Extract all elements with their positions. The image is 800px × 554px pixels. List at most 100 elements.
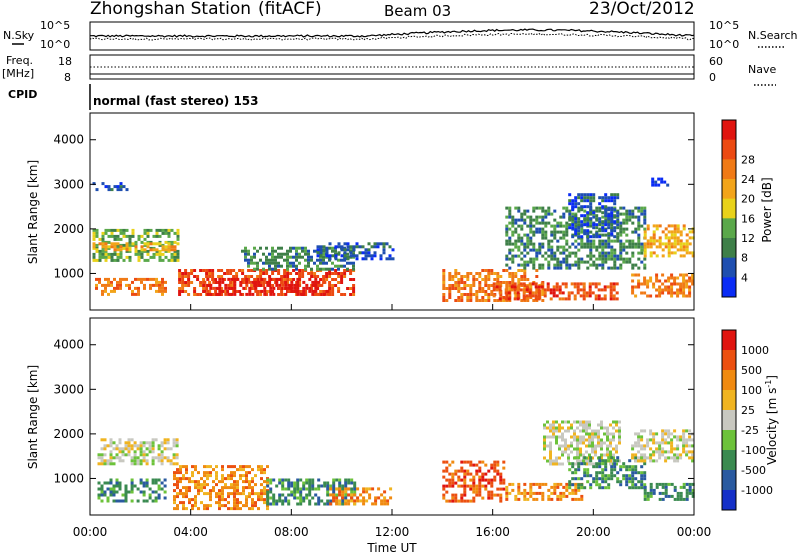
heatmap-cell bbox=[616, 477, 620, 481]
heatmap-cell bbox=[133, 441, 137, 445]
heatmap-cell bbox=[520, 227, 524, 231]
heatmap-cell bbox=[523, 488, 527, 492]
heatmap-cell bbox=[561, 450, 564, 454]
heatmap-cell bbox=[523, 212, 527, 216]
heatmap-cell bbox=[577, 477, 581, 481]
heatmap-cell bbox=[646, 491, 650, 495]
heatmap-cell bbox=[215, 495, 218, 499]
heatmap-cell bbox=[293, 487, 297, 491]
heatmap-cell bbox=[688, 291, 692, 295]
heatmap-cell bbox=[537, 285, 541, 289]
heatmap-cell bbox=[664, 491, 668, 495]
heatmap-cell bbox=[158, 252, 162, 256]
heatmap-cell bbox=[604, 223, 608, 227]
heatmap-cell bbox=[256, 249, 259, 253]
heatmap-cell bbox=[274, 249, 277, 253]
heatmap-cell bbox=[463, 460, 467, 464]
heatmap-cell bbox=[209, 498, 212, 502]
heatmap-cell bbox=[236, 501, 239, 505]
heatmap-cell bbox=[209, 489, 212, 493]
heatmap-cell bbox=[499, 496, 503, 500]
heatmap-cell bbox=[673, 227, 677, 231]
heatmap-cell bbox=[583, 486, 587, 490]
heatmap-cell bbox=[535, 221, 539, 225]
heatmap-cell bbox=[492, 285, 496, 289]
heatmap-cell bbox=[643, 282, 647, 286]
heatmap-cell bbox=[544, 212, 548, 216]
heatmap-cell bbox=[595, 245, 599, 249]
heatmap-cell bbox=[592, 209, 596, 213]
heatmap-cell bbox=[272, 493, 276, 497]
heatmap-cell bbox=[97, 453, 101, 457]
heatmap-cell bbox=[254, 283, 258, 287]
heatmap-cell bbox=[328, 281, 332, 284]
heatmap-cell bbox=[145, 459, 149, 463]
heatmap-cell bbox=[660, 180, 664, 184]
heatmap-cell bbox=[185, 486, 188, 490]
heatmap-cell bbox=[95, 231, 99, 235]
heatmap-cell bbox=[561, 438, 564, 442]
heatmap-cell bbox=[335, 493, 339, 497]
heatmap-cell bbox=[670, 447, 674, 451]
heatmap-cell bbox=[445, 484, 449, 488]
heatmap-cell bbox=[133, 453, 137, 457]
heatmap-cell bbox=[655, 459, 659, 463]
heatmap-cell bbox=[570, 444, 573, 448]
heatmap-cell bbox=[625, 480, 629, 484]
heatmap-cell bbox=[586, 474, 590, 478]
heatmap-cell bbox=[598, 233, 602, 237]
heatmap-cell bbox=[109, 481, 113, 485]
heatmap-cell bbox=[688, 276, 692, 280]
heatmap-cell bbox=[520, 242, 524, 246]
heatmap-cell bbox=[646, 239, 650, 243]
heatmap-cell bbox=[314, 502, 318, 506]
heatmap-cell bbox=[555, 429, 558, 433]
heatmap-cell bbox=[634, 242, 638, 246]
heatmap-cell bbox=[523, 254, 527, 258]
heatmap-cell bbox=[559, 230, 563, 234]
heatmap-cell bbox=[154, 456, 158, 460]
heatmap-cell bbox=[314, 493, 318, 497]
heatmap-cell bbox=[373, 254, 377, 258]
heatmap-cell bbox=[307, 272, 311, 275]
heatmap-cell bbox=[499, 475, 503, 479]
heatmap-cell bbox=[579, 282, 583, 286]
heatmap-cell bbox=[382, 251, 386, 255]
heatmap-cell bbox=[176, 249, 180, 253]
heatmap-cell bbox=[538, 491, 542, 495]
heatmap-cell bbox=[292, 255, 295, 259]
heatmap-cell bbox=[691, 251, 695, 255]
heatmap-cell bbox=[221, 486, 224, 490]
heatmap-cell bbox=[592, 480, 596, 484]
heatmap-cell bbox=[577, 193, 581, 197]
heatmap-cell bbox=[130, 484, 134, 488]
heatmap-cell bbox=[670, 236, 674, 240]
heatmap-cell bbox=[176, 228, 180, 232]
heatmap-cell bbox=[233, 504, 236, 508]
heatmap-cell bbox=[691, 282, 695, 286]
heatmap-cell bbox=[562, 236, 566, 240]
heatmap-cell bbox=[187, 275, 191, 278]
heatmap-cell bbox=[316, 258, 319, 262]
heatmap-cell bbox=[220, 293, 224, 296]
heatmap-cell bbox=[323, 292, 327, 296]
heatmap-cell bbox=[245, 504, 248, 508]
heatmap-cell bbox=[176, 471, 179, 475]
heatmap-cell bbox=[661, 491, 665, 495]
heatmap-cell bbox=[585, 438, 588, 442]
heatmap-cell bbox=[262, 261, 265, 265]
heatmap-cell bbox=[463, 499, 467, 503]
heatmap-cell bbox=[265, 255, 268, 259]
heatmap-cell bbox=[580, 245, 584, 249]
heatmap-cell bbox=[601, 239, 605, 243]
heatmap-cell bbox=[481, 278, 485, 281]
heatmap-cell bbox=[490, 490, 494, 494]
heatmap-cell bbox=[305, 496, 309, 500]
heatmap-cell bbox=[609, 453, 612, 457]
heatmap-cell bbox=[490, 481, 494, 485]
heatmap-cell bbox=[502, 478, 506, 482]
heatmap-cell bbox=[574, 217, 578, 221]
heatmap-cell bbox=[124, 499, 128, 503]
heatmap-cell bbox=[601, 229, 605, 233]
velocity-colorbar-swatch bbox=[722, 470, 736, 491]
